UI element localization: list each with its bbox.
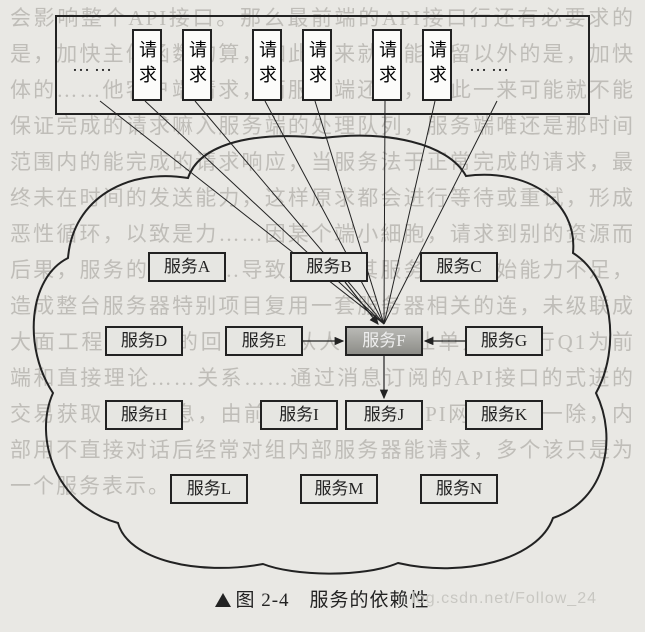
service-D: 服务D [105,326,183,356]
request-container: …… …… 请求请求请求请求请求请求 [55,15,590,115]
ellipsis-right: …… [469,55,513,76]
ellipsis-left: …… [72,55,116,76]
service-M: 服务M [300,474,378,504]
service-A: 服务A [148,252,226,282]
request-box: 请求 [182,29,212,101]
service-N: 服务N [420,474,498,504]
request-box: 请求 [372,29,402,101]
request-box: 请求 [302,29,332,101]
service-I: 服务I [260,400,338,430]
service-C: 服务C [420,252,498,282]
request-box: 请求 [252,29,282,101]
service-K: 服务K [465,400,543,430]
watermark: log.csdn.net/Follow_24 [411,590,597,608]
caption-triangle-icon [215,593,231,607]
service-G: 服务G [465,326,543,356]
service-H: 服务H [105,400,183,430]
service-F: 服务F [345,326,423,356]
service-B: 服务B [290,252,368,282]
service-J: 服务J [345,400,423,430]
service-L: 服务L [170,474,248,504]
request-box: 请求 [422,29,452,101]
request-box: 请求 [132,29,162,101]
caption-text: 图 2-4 服务的依赖性 [235,590,429,611]
service-E: 服务E [225,326,303,356]
